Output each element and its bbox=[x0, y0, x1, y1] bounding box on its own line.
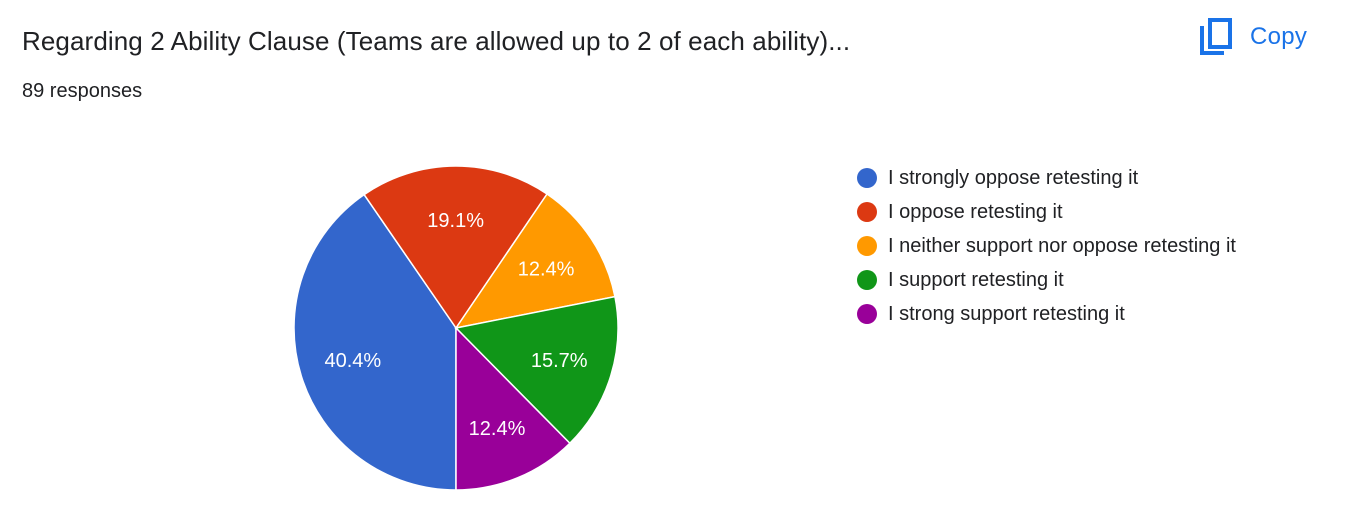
pie-slice-2[interactable] bbox=[454, 192, 616, 330]
pie-slices bbox=[293, 165, 619, 491]
legend-label: I oppose retesting it bbox=[888, 200, 1063, 223]
response-count: 89 responses bbox=[22, 80, 143, 102]
chart-title: Regarding 2 Ability Clause (Teams are al… bbox=[22, 26, 851, 56]
legend-label: I support retesting it bbox=[888, 268, 1064, 291]
pie-slice-4[interactable] bbox=[455, 326, 571, 491]
legend-swatch bbox=[857, 304, 877, 324]
legend-label: I neither support nor oppose retesting i… bbox=[888, 234, 1236, 257]
chart-legend: I strongly oppose retesting it I oppose r… bbox=[857, 161, 1236, 331]
pie-slice-label-4: 12.4% bbox=[469, 418, 526, 440]
legend-swatch bbox=[857, 202, 877, 222]
legend-item-3[interactable]: I support retesting it bbox=[857, 263, 1236, 297]
legend-swatch bbox=[857, 168, 877, 188]
pie-slice-labels: 40.4% 19.1% 12.4% 15.7% 12.4% bbox=[325, 210, 588, 440]
copy-label: Copy bbox=[1250, 23, 1308, 50]
pie-slice-label-1: 19.1% bbox=[427, 210, 484, 232]
pie-slice-1[interactable] bbox=[363, 165, 549, 330]
pie-slice-label-2: 12.4% bbox=[518, 258, 575, 280]
pie-slice-label-3: 15.7% bbox=[531, 350, 588, 372]
legend-swatch bbox=[857, 270, 877, 290]
pie-slice-0[interactable] bbox=[293, 193, 457, 491]
pie-slice-3[interactable] bbox=[454, 295, 619, 445]
legend-item-0[interactable]: I strongly oppose retesting it bbox=[857, 161, 1236, 195]
copy-icon bbox=[1200, 18, 1232, 55]
legend-swatch bbox=[857, 236, 877, 256]
copy-button[interactable]: Copy bbox=[1186, 14, 1319, 60]
legend-label: I strongly oppose retesting it bbox=[888, 166, 1139, 189]
legend-label: I strong support retesting it bbox=[888, 302, 1125, 325]
legend-item-2[interactable]: I neither support nor oppose retesting i… bbox=[857, 229, 1236, 263]
legend-item-4[interactable]: I strong support retesting it bbox=[857, 297, 1236, 331]
pie-slice-label-0: 40.4% bbox=[325, 350, 382, 372]
legend-item-1[interactable]: I oppose retesting it bbox=[857, 195, 1236, 229]
